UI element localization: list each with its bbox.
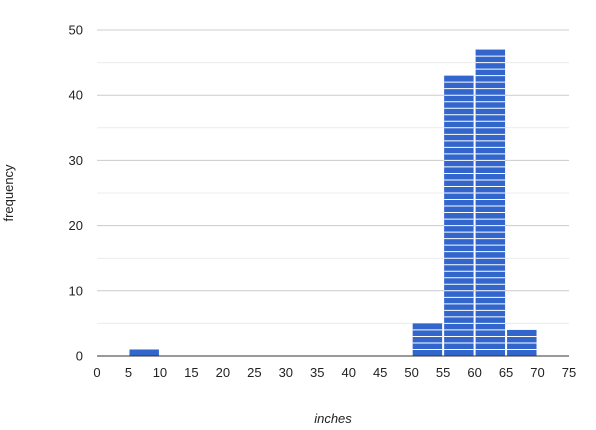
x-tick-label: 0 [93,365,100,380]
x-axis-title: inches [314,411,352,426]
x-tick-label: 10 [153,365,167,380]
x-tick-label: 5 [125,365,132,380]
x-tick-label: 70 [530,365,544,380]
y-tick-label: 20 [69,218,83,233]
x-tick-label: 15 [184,365,198,380]
x-tick-label: 65 [499,365,513,380]
bar-fill [412,323,443,356]
bar-fill [444,75,474,356]
histogram-bar [444,75,474,356]
x-tick-label: 55 [436,365,450,380]
x-tick-label: 30 [279,365,293,380]
y-tick-label: 40 [69,88,83,103]
x-tick-labels: 0 5 10 15 20 25 30 35 40 45 50 55 60 65 70 75 [93,365,576,380]
x-tick-label: 45 [373,365,387,380]
histogram-bar [412,323,443,356]
y-tick-label: 30 [69,153,83,168]
bar-fill [475,49,506,357]
y-axis-title: frequency [1,164,16,222]
histogram-bar [507,329,537,356]
x-tick-label: 50 [404,365,418,380]
x-tick-label: 20 [216,365,230,380]
x-tick-label: 60 [467,365,481,380]
x-tick-label: 35 [310,365,324,380]
bars [129,49,537,357]
histogram-bar [129,349,159,356]
y-tick-label: 10 [69,283,83,298]
x-tick-label: 25 [247,365,261,380]
histogram-bar [475,49,506,357]
x-tick-label: 75 [562,365,576,380]
y-tick-label: 0 [76,349,83,364]
x-tick-label: 40 [341,365,355,380]
y-tick-label: 50 [69,23,83,38]
bar-fill [129,349,159,356]
y-tick-labels: 0 10 20 30 40 50 [69,23,83,364]
